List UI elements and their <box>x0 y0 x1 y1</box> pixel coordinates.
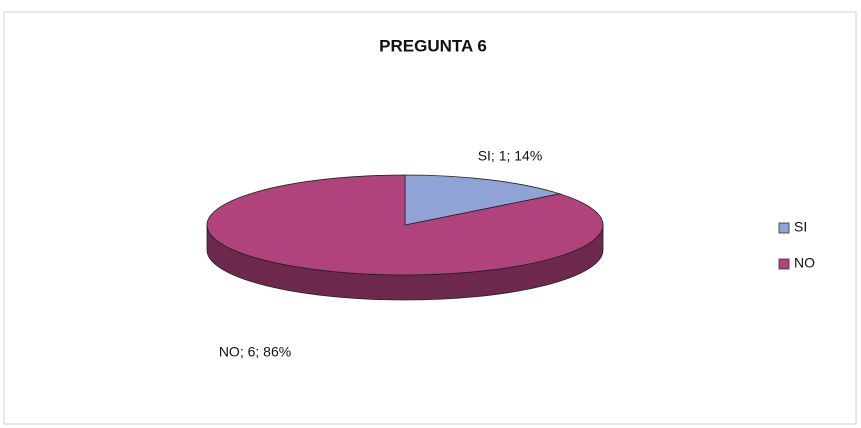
legend-swatch <box>778 258 790 270</box>
data-label: SI; 1; 14% <box>478 148 543 164</box>
pie-slice <box>206 174 604 276</box>
chart-title: PREGUNTA 6 <box>379 36 487 55</box>
pie-slice <box>404 174 560 226</box>
legend-swatch <box>778 222 790 234</box>
data-label: NO; 6; 86% <box>219 344 291 360</box>
legend-label: SI <box>794 219 807 235</box>
legend-label: NO <box>794 255 815 271</box>
